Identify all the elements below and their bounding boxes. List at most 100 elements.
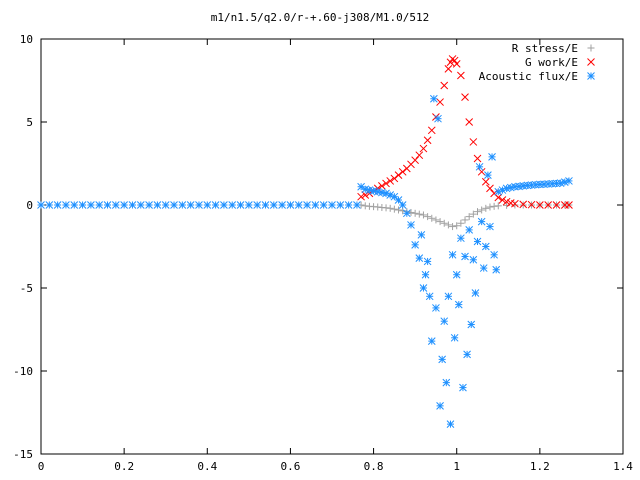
data-point <box>461 93 469 101</box>
data-point <box>490 250 498 259</box>
data-point <box>481 177 490 186</box>
data-point <box>446 58 455 67</box>
data-point <box>442 378 451 387</box>
data-point <box>95 201 104 209</box>
data-point <box>220 201 228 209</box>
data-point <box>473 154 482 163</box>
data-point <box>465 226 474 234</box>
data-point <box>461 252 469 261</box>
data-point <box>444 221 452 229</box>
data-point <box>153 201 162 209</box>
data-point <box>386 177 395 185</box>
data-point <box>444 292 453 301</box>
data-point <box>492 265 501 274</box>
data-point <box>378 182 386 190</box>
data-point <box>477 217 486 226</box>
data-point <box>361 191 370 199</box>
data-point <box>446 420 455 428</box>
data-point <box>357 192 365 201</box>
data-point <box>311 201 320 209</box>
data-point <box>488 153 496 161</box>
data-point <box>398 167 407 176</box>
data-point <box>419 284 428 292</box>
plot-frame <box>40 38 624 455</box>
data-point <box>436 402 444 410</box>
data-point <box>494 202 502 210</box>
data-point <box>45 201 54 209</box>
data-point <box>228 201 237 209</box>
data-point <box>421 270 430 279</box>
data-point <box>415 254 424 262</box>
data-point <box>457 71 465 80</box>
data-point <box>411 240 419 249</box>
data-point <box>457 234 465 243</box>
data-point <box>457 219 465 227</box>
data-point <box>336 201 345 209</box>
data-point <box>245 201 253 209</box>
data-point <box>428 214 436 222</box>
data-point <box>415 210 423 218</box>
data-point <box>78 201 87 209</box>
data-point <box>519 200 528 209</box>
plot-area <box>37 55 573 428</box>
data-point <box>353 201 361 209</box>
data-point <box>390 174 399 183</box>
y-tick-label: -5 <box>20 282 33 295</box>
data-point <box>469 210 477 218</box>
data-point <box>70 201 79 209</box>
x-tick-label: 0.2 <box>114 460 134 473</box>
data-point <box>481 242 490 251</box>
data-point <box>382 179 390 188</box>
legend-label: Acoustic flux/E <box>479 70 578 83</box>
data-point <box>527 200 536 209</box>
data-point <box>465 118 474 126</box>
data-point <box>419 144 428 153</box>
data-point <box>203 201 212 209</box>
data-point <box>467 320 476 329</box>
data-point <box>444 65 453 73</box>
legend-marker <box>587 44 595 52</box>
data-point <box>469 255 478 264</box>
data-point <box>398 201 407 209</box>
data-point <box>452 270 461 279</box>
y-tick-label: 5 <box>26 116 33 129</box>
x-tick-label: 0.8 <box>364 460 384 473</box>
data-point <box>565 177 573 185</box>
data-point <box>253 201 262 209</box>
data-point <box>473 237 482 246</box>
x-tick-label: 0.4 <box>197 460 217 473</box>
data-point <box>394 171 403 179</box>
data-point <box>565 201 573 209</box>
data-point <box>438 355 447 364</box>
data-point <box>484 171 492 179</box>
data-point <box>419 211 427 219</box>
x-tick-label: 0 <box>38 460 45 473</box>
data-point <box>103 201 112 209</box>
data-point <box>361 185 370 194</box>
y-tick-label: -10 <box>13 365 33 378</box>
data-point <box>269 201 278 209</box>
data-point <box>463 350 471 359</box>
data-point <box>454 300 463 309</box>
data-point <box>424 213 432 221</box>
data-point <box>328 201 336 209</box>
y-axis: 10 5 0 -5 -10 -15 <box>13 33 623 461</box>
data-point <box>552 201 561 209</box>
data-point <box>452 60 461 68</box>
data-point <box>425 292 434 301</box>
x-tick-label: 1.4 <box>613 460 633 473</box>
legend-marker <box>587 72 595 80</box>
data-point <box>178 201 187 209</box>
data-point <box>448 250 457 259</box>
data-point <box>434 114 442 123</box>
data-point <box>195 201 203 209</box>
data-point <box>294 201 303 209</box>
data-point <box>417 231 426 239</box>
data-point <box>186 201 195 209</box>
data-point <box>440 219 448 227</box>
data-point <box>407 208 415 216</box>
series-2 <box>37 94 573 428</box>
data-point <box>440 81 449 90</box>
data-point <box>53 201 62 209</box>
